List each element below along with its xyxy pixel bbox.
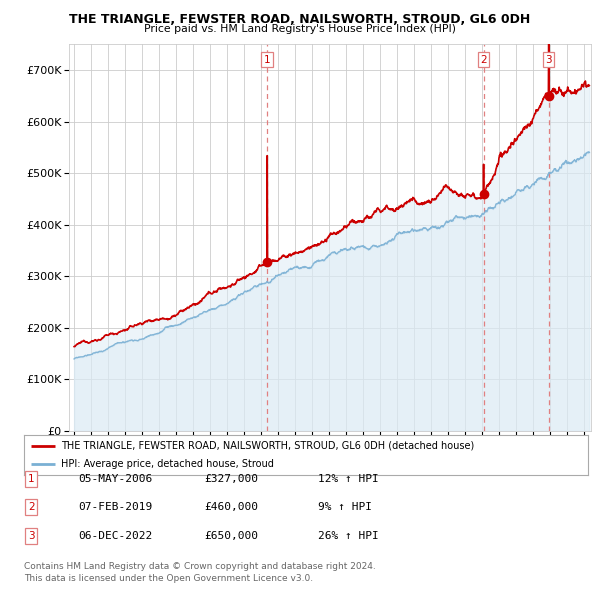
Text: Price paid vs. HM Land Registry's House Price Index (HPI): Price paid vs. HM Land Registry's House …	[144, 24, 456, 34]
Text: 9% ↑ HPI: 9% ↑ HPI	[318, 503, 372, 512]
Text: £460,000: £460,000	[204, 503, 258, 512]
Text: 05-MAY-2006: 05-MAY-2006	[78, 474, 152, 484]
Text: HPI: Average price, detached house, Stroud: HPI: Average price, detached house, Stro…	[61, 459, 274, 469]
Text: 2: 2	[28, 503, 35, 512]
Text: 3: 3	[545, 55, 552, 65]
Text: Contains HM Land Registry data © Crown copyright and database right 2024.: Contains HM Land Registry data © Crown c…	[24, 562, 376, 571]
Text: 26% ↑ HPI: 26% ↑ HPI	[318, 531, 379, 540]
Text: This data is licensed under the Open Government Licence v3.0.: This data is licensed under the Open Gov…	[24, 574, 313, 583]
Text: 2: 2	[481, 55, 487, 65]
Text: 3: 3	[28, 531, 35, 540]
Text: THE TRIANGLE, FEWSTER ROAD, NAILSWORTH, STROUD, GL6 0DH (detached house): THE TRIANGLE, FEWSTER ROAD, NAILSWORTH, …	[61, 441, 474, 451]
Text: 06-DEC-2022: 06-DEC-2022	[78, 531, 152, 540]
Text: THE TRIANGLE, FEWSTER ROAD, NAILSWORTH, STROUD, GL6 0DH: THE TRIANGLE, FEWSTER ROAD, NAILSWORTH, …	[70, 13, 530, 26]
Text: £650,000: £650,000	[204, 531, 258, 540]
Text: 1: 1	[264, 55, 271, 65]
Text: 1: 1	[28, 474, 35, 484]
Text: 12% ↑ HPI: 12% ↑ HPI	[318, 474, 379, 484]
Text: £327,000: £327,000	[204, 474, 258, 484]
Text: 07-FEB-2019: 07-FEB-2019	[78, 503, 152, 512]
